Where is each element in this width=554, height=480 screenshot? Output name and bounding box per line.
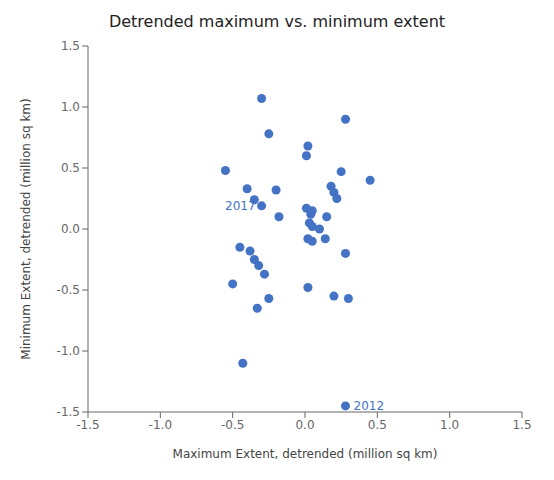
svg-text:1.0: 1.0 — [61, 100, 80, 114]
svg-text:-1.5: -1.5 — [76, 418, 99, 432]
svg-text:Maximum Extent, detrended (mil: Maximum Extent, detrended (million sq km… — [173, 447, 438, 461]
svg-text:1.5: 1.5 — [61, 39, 80, 53]
svg-text:0.0: 0.0 — [295, 418, 314, 432]
svg-text:0.5: 0.5 — [368, 418, 387, 432]
html-text:Detrended maximum vs. minimum: Detrended maximum vs. minimum extent — [108, 12, 446, 31]
svg-text:Minimum Extent, detrended (mil: Minimum Extent, detrended (million sq km… — [19, 98, 33, 359]
svg-text:-1.0: -1.0 — [149, 418, 172, 432]
svg-text:2017: 2017 — [225, 199, 256, 213]
svg-text:1.5: 1.5 — [512, 418, 531, 432]
svg-text:-1.5: -1.5 — [57, 405, 80, 419]
svg-text:-0.5: -0.5 — [221, 418, 244, 432]
svg-text:2012: 2012 — [354, 399, 385, 412]
svg-text:-0.5: -0.5 — [57, 283, 80, 297]
svg-text:0.0: 0.0 — [61, 222, 80, 236]
svg-text:1.0: 1.0 — [440, 418, 459, 432]
svg-text:-1.0: -1.0 — [57, 344, 80, 358]
svg-text:0.5: 0.5 — [61, 161, 80, 175]
